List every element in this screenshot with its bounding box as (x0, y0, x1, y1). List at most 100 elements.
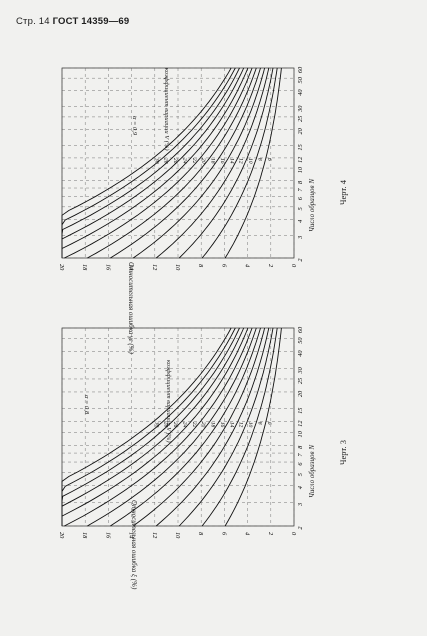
fig3-curve-12 (224, 327, 282, 527)
fig4-curve-label-0: 30 (153, 157, 159, 164)
figure-3-alpha-label: α = 0,8 (83, 395, 90, 415)
fig4-curve-label-11: 8 (256, 158, 262, 161)
fig4-curve-12 (224, 67, 282, 259)
fig4-curve-label-8: 14 (228, 158, 234, 164)
fig3-curve-label-3: 24 (181, 422, 187, 428)
fig3-n-tick-13: 40 (297, 350, 304, 357)
fig4-curve-label-5: 20 (200, 158, 206, 164)
standard-code: ГОСТ 14359—69 (52, 16, 130, 27)
fig3-n-tick-8: 12 (297, 420, 304, 427)
fig3-n-tick-4: 6 (297, 462, 304, 466)
fig4-n-tick-1: 3 (297, 236, 304, 240)
fig3-e-tick-2: 16 (104, 532, 111, 539)
fig4-n-tick-8: 12 (297, 156, 304, 163)
fig4-curve-10 (178, 67, 274, 259)
fig4-n-tick-9: 15 (297, 144, 304, 150)
fig3-curve-label-9: 12 (238, 422, 244, 428)
fig3-e-tick-10: 0 (290, 532, 297, 536)
fig4-curve-label-4: 22 (191, 158, 197, 164)
fig4-n-tick-6: 8 (297, 180, 304, 184)
fig4-n-tick-5: 7 (297, 188, 304, 192)
fig4-e-tick-0: 20 (58, 264, 65, 271)
fig4-curve-label-12: 6 (266, 158, 272, 161)
fig4-e-tick-7: 6 (220, 264, 227, 268)
page-number: Стр. 14 (16, 16, 50, 27)
fig4-curve-label-7: 16 (219, 158, 225, 164)
fig3-curve-10 (178, 327, 274, 527)
fig4-n-tick-12: 30 (297, 105, 304, 113)
fig3-n-tick-10: 20 (297, 390, 304, 397)
fig4-curve-11 (201, 67, 278, 259)
fig3-e-tick-6: 8 (197, 532, 204, 536)
fig3-curve-7 (110, 327, 261, 527)
fig4-e-tick-1: 18 (81, 264, 88, 271)
fig3-curve-label-10: 10 (247, 422, 253, 428)
page-header: Стр. 14 ГОСТ 14359—69 (16, 16, 129, 27)
fig4-curve-label-10: 10 (247, 158, 253, 164)
fig4-curve-1 (61, 67, 236, 258)
fig3-n-tick-7: 10 (297, 430, 304, 437)
fig4-n-tick-11: 25 (297, 116, 304, 122)
fig3-n-tick-15: 60 (297, 326, 304, 333)
fig4-e-tick-6: 8 (197, 264, 204, 268)
fig3-n-tick-12: 30 (297, 366, 304, 374)
fig4-curve-label-6: 18 (210, 158, 216, 164)
fig3-n-tick-3: 5 (297, 473, 304, 476)
fig3-curve-label-5: 20 (200, 422, 206, 428)
fig3-curve-3 (61, 327, 245, 526)
figure-3-x-axis-label: Число образцов N (308, 444, 316, 498)
fig4-n-tick-4: 6 (297, 196, 304, 200)
figure-3-caption: Черт. 3 (338, 439, 348, 465)
fig4-curve-3 (61, 67, 245, 258)
fig3-n-tick-11: 25 (297, 378, 304, 384)
fig3-curve-label-1: 28 (163, 422, 169, 428)
fig3-e-tick-5: 10 (174, 532, 181, 539)
fig4-curve-label-3: 24 (181, 158, 187, 164)
fig3-curve-6 (87, 327, 257, 527)
fig3-curve-2 (61, 327, 240, 526)
figure-3-curve-family-label: коэффициент вариации V (%) (165, 360, 172, 443)
fig3-e-tick-8: 4 (244, 532, 251, 535)
fig4-curve-label-9: 12 (238, 158, 244, 164)
fig4-curve-2 (61, 67, 240, 258)
fig4-e-tick-10: 0 (290, 264, 297, 268)
fig3-curve-label-6: 18 (210, 422, 216, 428)
fig3-curve-9 (155, 327, 270, 527)
fig4-n-tick-15: 60 (297, 66, 304, 73)
fig4-e-tick-5: 10 (174, 264, 181, 271)
fig3-e-tick-3: 14 (128, 532, 135, 538)
fig3-e-tick-1: 18 (81, 532, 88, 539)
fig3-curve-label-12: 6 (266, 422, 272, 425)
fig3-n-tick-0: 2 (297, 526, 304, 530)
fig3-curve-8 (132, 327, 266, 527)
fig3-n-tick-5: 7 (297, 453, 304, 457)
fig4-e-tick-3: 14 (128, 264, 135, 270)
figure-3-y-axis-label: Относительная ошибка ξ (%) (130, 500, 138, 590)
fig4-e-tick-2: 16 (104, 264, 111, 271)
fig4-curve-4 (61, 67, 249, 258)
fig3-curve-label-11: 8 (256, 422, 262, 425)
fig3-n-tick-6: 8 (297, 445, 304, 449)
fig4-curve-7 (110, 67, 261, 259)
fig3-n-tick-1: 3 (297, 503, 304, 507)
fig4-e-tick-8: 4 (244, 264, 251, 267)
fig3-curve-label-0: 30 (153, 421, 159, 428)
fig3-e-tick-0: 20 (58, 532, 65, 539)
fig4-curve-5 (64, 67, 253, 259)
fig3-curve-label-8: 14 (228, 422, 234, 428)
fig4-n-tick-2: 4 (297, 220, 304, 223)
fig4-e-tick-9: 2 (267, 264, 274, 268)
fig3-curve-label-7: 16 (219, 422, 225, 428)
fig4-curve-9 (155, 67, 270, 259)
fig3-curve-label-2: 26 (172, 422, 178, 428)
fig4-curve-8 (132, 67, 266, 259)
fig3-n-tick-9: 15 (297, 408, 304, 414)
fig4-n-tick-7: 10 (297, 166, 304, 173)
fig4-e-tick-4: 12 (151, 264, 158, 271)
fig3-curve-5 (64, 327, 253, 527)
fig4-n-tick-10: 20 (297, 127, 304, 134)
fig4-n-tick-14: 50 (297, 76, 304, 83)
fig4-curve-6 (87, 67, 257, 259)
